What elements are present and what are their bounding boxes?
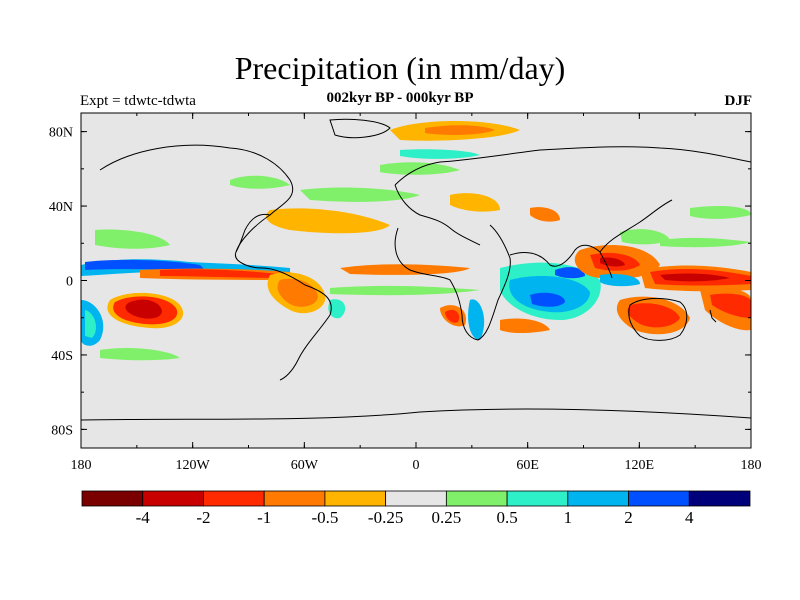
contour-fill-layer [81,121,751,361]
colorbar-swatch [628,490,690,507]
colorbar-swatch [81,490,144,507]
lon-tick-label: 60E [516,458,539,473]
lon-tick-label: 60W [291,458,319,473]
lon-tick-label: 0 [413,458,420,473]
season-label: DJF [724,93,753,109]
colorbar-swatch [567,490,629,507]
lon-tick-label: 120W [176,458,211,473]
colorbar-swatch [445,490,508,507]
colorbar-label: -0.5 [311,508,338,527]
lon-tick-label: 180 [741,458,762,473]
colorbar-label: -4 [136,508,151,527]
colorbar-swatch [203,490,265,507]
colorbar-swatch [385,490,447,507]
colorbar-label: -2 [196,508,210,527]
colorbar-label: -0.25 [368,508,403,527]
colorbar-label: -1 [257,508,271,527]
lat-tick-label: 80S [51,423,73,438]
lon-tick-label: 180 [71,458,92,473]
colorbar-label: 4 [685,508,694,527]
colorbar-label: 2 [624,508,633,527]
colorbar: -4 -2 -1 -0.5 -0.25 0.25 0.5 1 2 4 [81,490,751,527]
colorbar-label: 0.25 [431,508,461,527]
colorbar-label: 1 [564,508,573,527]
lat-tick-label: 40S [51,349,73,364]
axis-ticks: 80N 40N 0 40S 80S 180 120W 60W 0 60E 120E 180 [49,113,762,473]
colorbar-swatch [324,490,387,507]
colorbar-swatch [688,490,751,507]
colorbar-swatch [142,490,204,507]
chart-subtitle: 002kyr BP - 000kyr BP [326,90,474,106]
colorbar-swatch [506,490,569,507]
experiment-label: Expt = tdwtc-tdwta [80,93,196,109]
colorbar-label: 0.5 [496,508,517,527]
chart-title: Precipitation (in mm/day) [234,50,566,86]
lat-tick-label: 40N [49,200,73,215]
lon-tick-label: 120E [625,458,655,473]
lat-tick-label: 80N [49,126,73,141]
colorbar-swatch [263,490,326,507]
lat-tick-label: 0 [66,275,73,290]
coastlines [81,118,751,421]
